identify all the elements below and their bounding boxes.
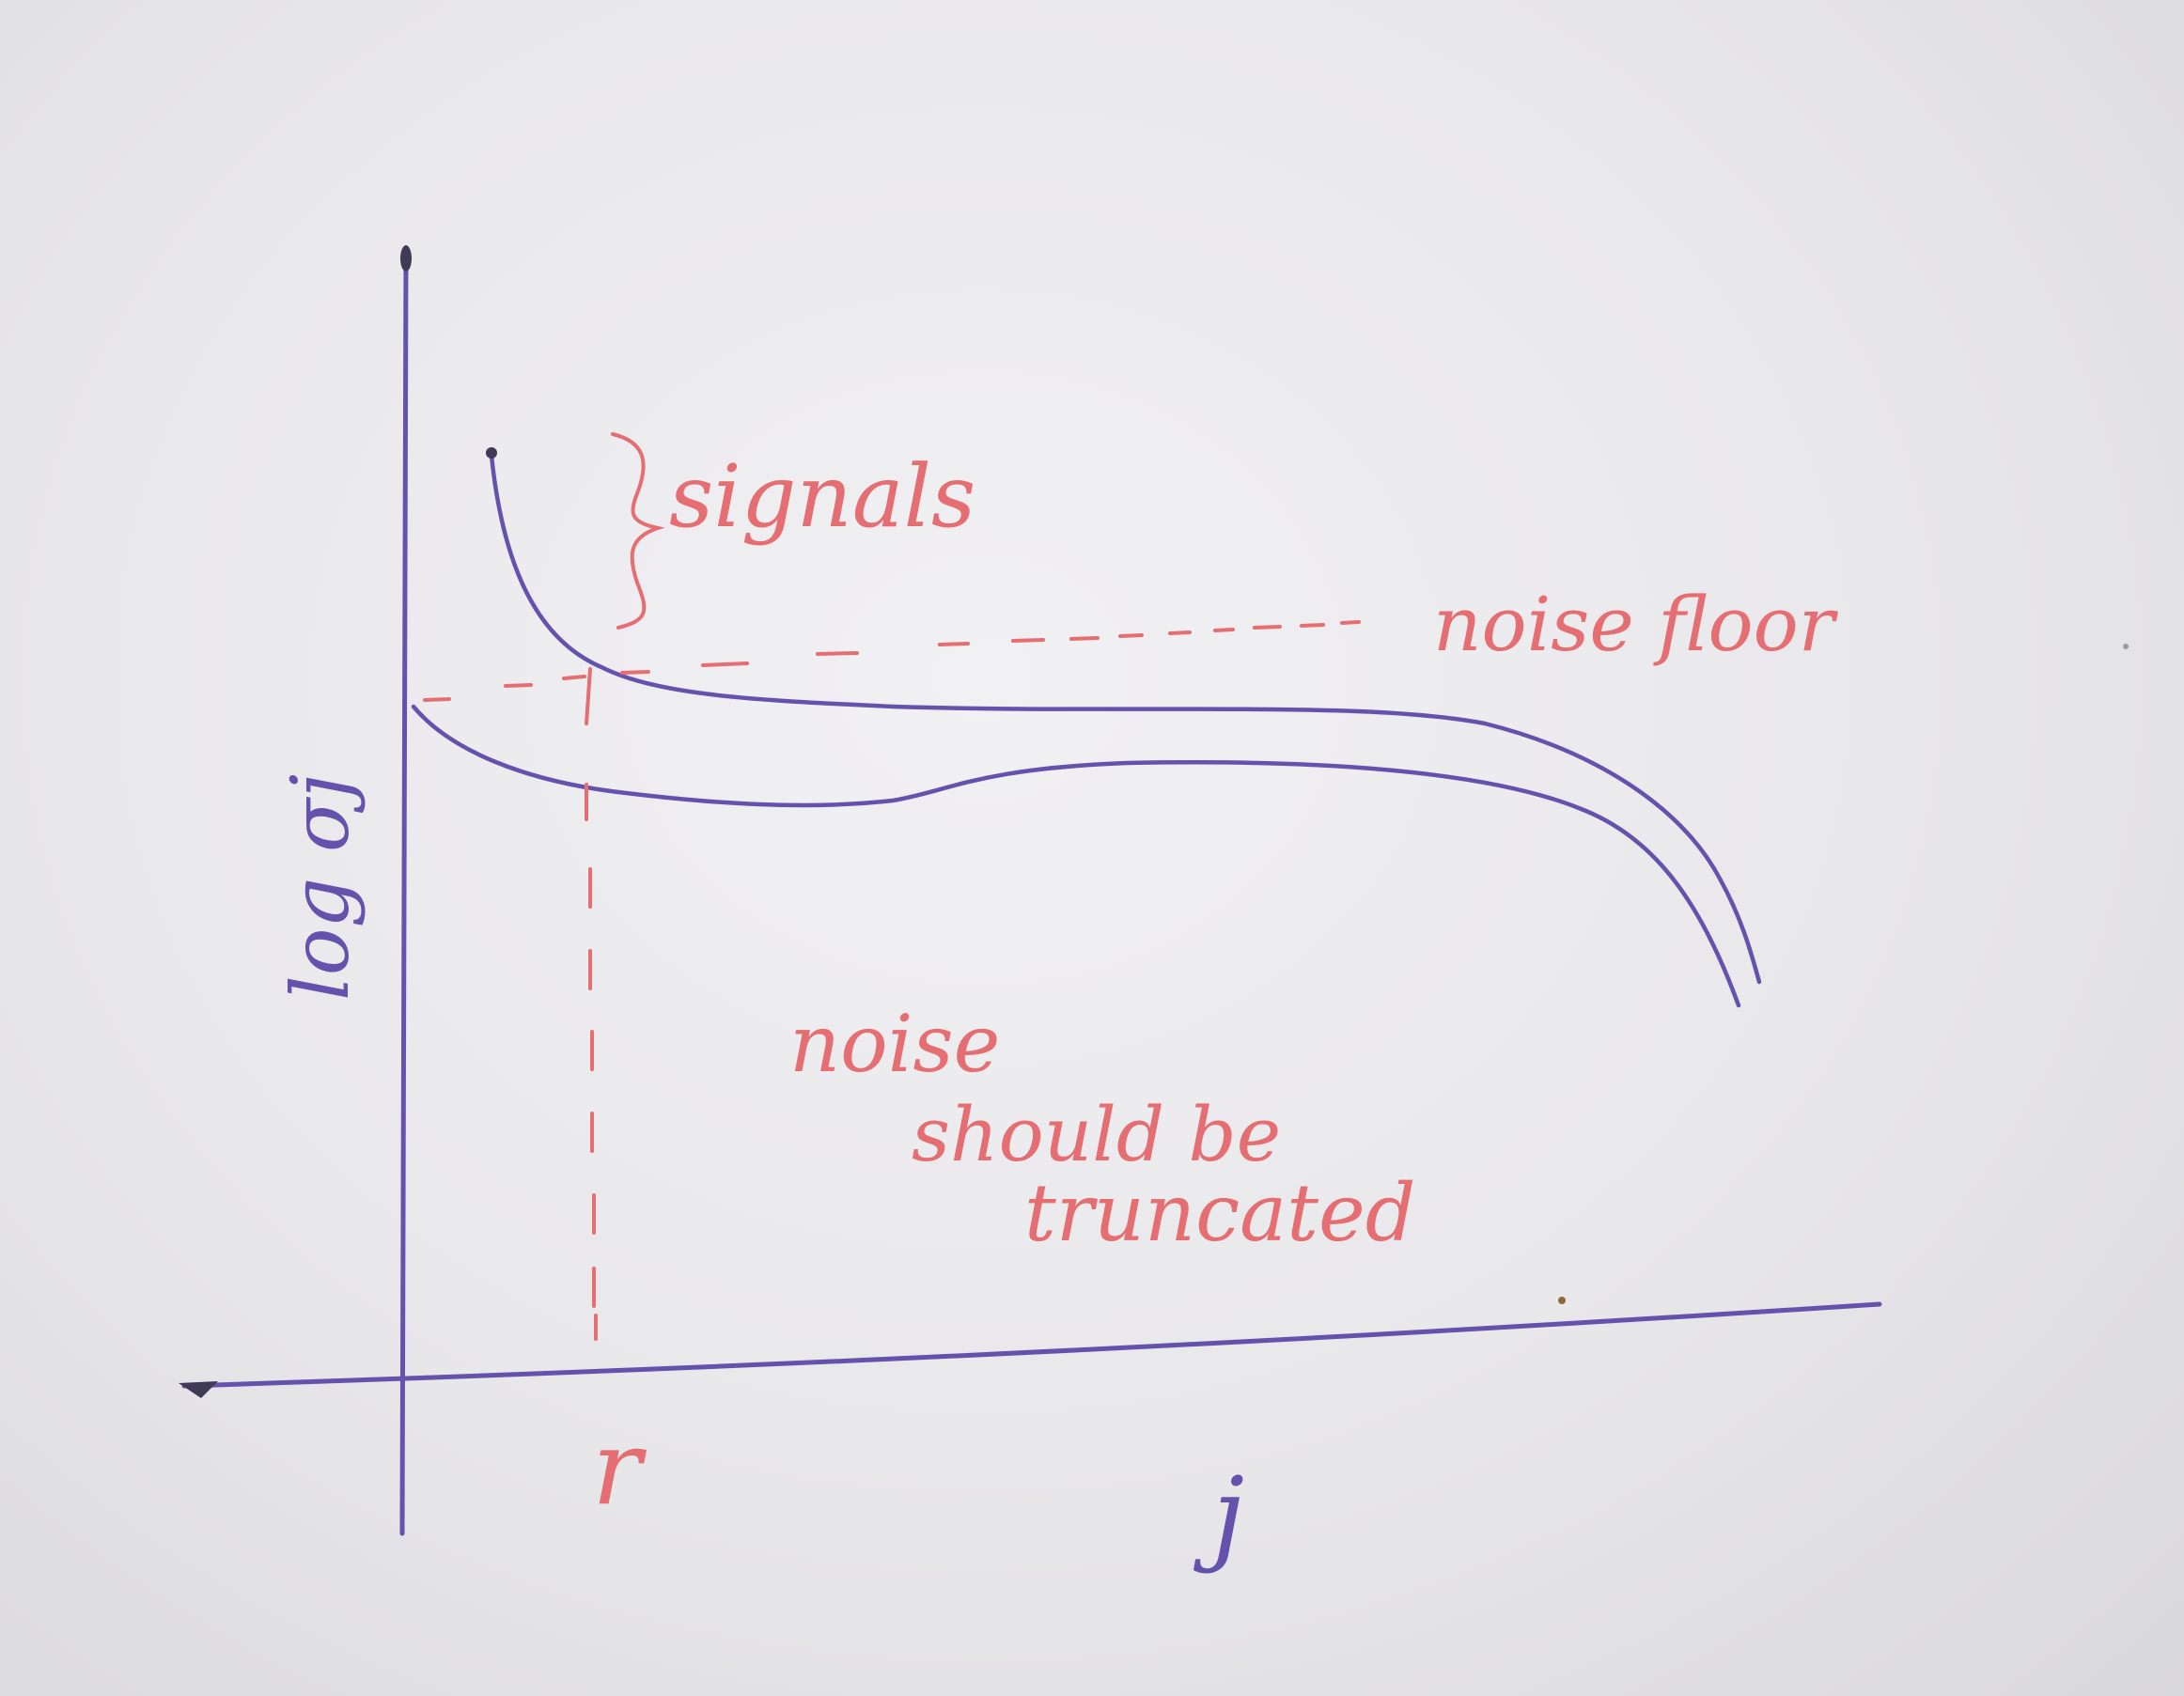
signals-brace — [611, 432, 665, 630]
noise-floor-dashed-line — [423, 620, 1361, 702]
upper-singular-value-curve — [489, 453, 1762, 985]
annotation-line-3: truncated — [1024, 1167, 1415, 1259]
paper-speck — [2123, 644, 2129, 649]
signals-label: signals — [669, 446, 975, 547]
annotation-line-1: noise — [789, 998, 1000, 1090]
truncation-rank-label: r — [592, 1408, 647, 1528]
x-axis — [181, 1301, 1882, 1389]
truncation-dashed-line — [585, 667, 598, 1341]
x-axis-label: j — [1193, 1455, 1244, 1575]
y-axis-tip — [400, 245, 412, 272]
y-axis-label: log σj — [274, 774, 367, 1001]
y-axis — [399, 249, 409, 1536]
x-axis-left-tip — [179, 1381, 218, 1398]
annotation-line-2: should be — [912, 1091, 1281, 1178]
paper-speck — [1558, 1297, 1566, 1304]
noise-floor-label: noise floor — [1433, 581, 1839, 668]
lower-singular-value-curve — [411, 704, 1741, 1008]
